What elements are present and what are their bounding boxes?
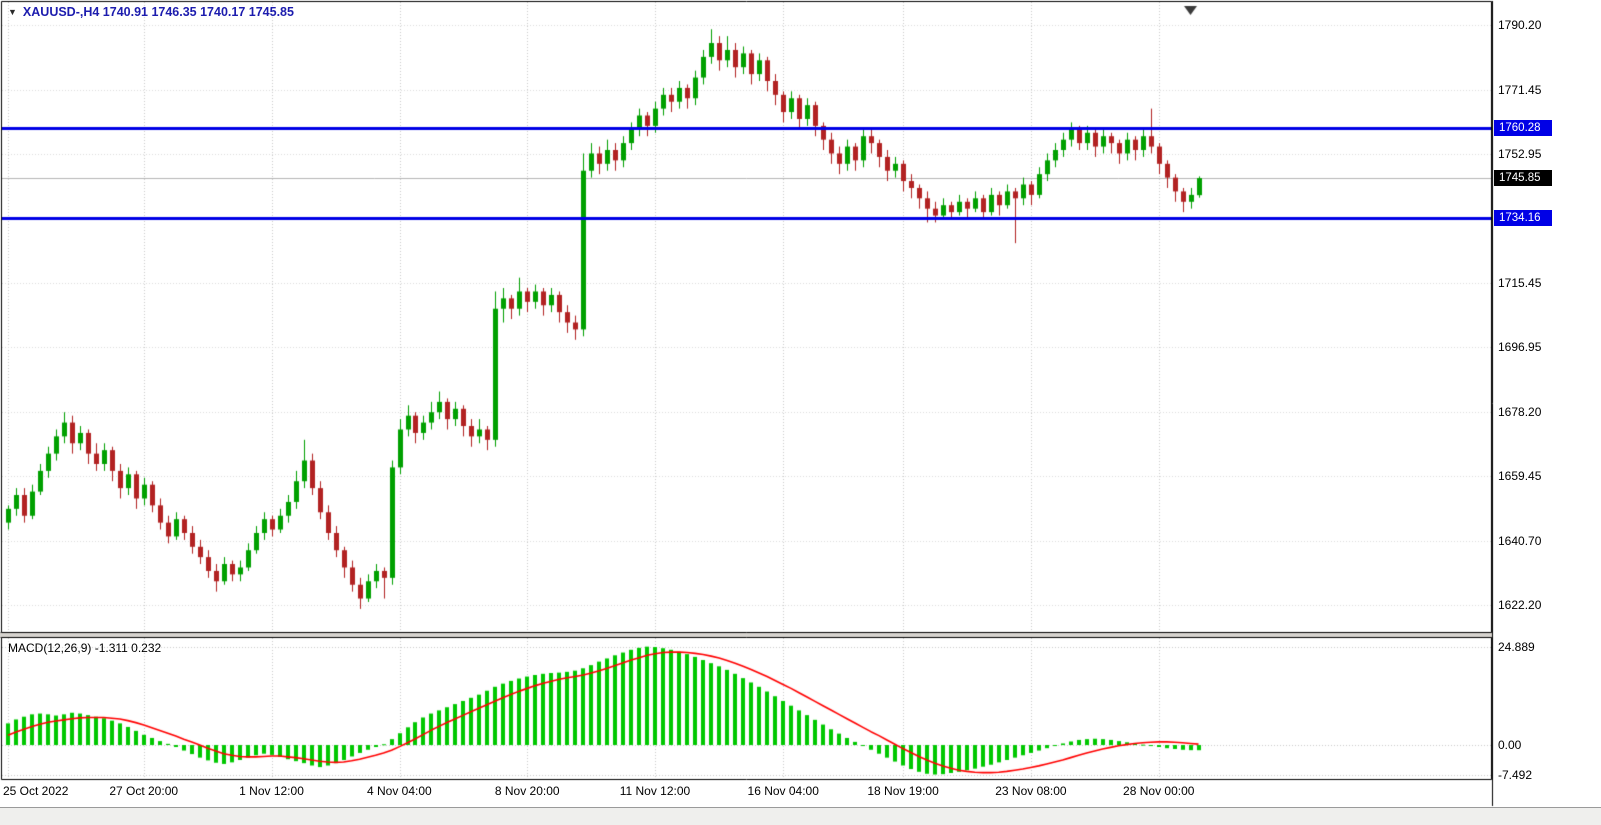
time-axis-label: 16 Nov 04:00 <box>747 784 819 798</box>
price-axis-label: 1771.45 <box>1498 82 1542 97</box>
price-axis-label: 1752.95 <box>1498 146 1542 161</box>
time-axis[interactable]: 25 Oct 2022 27 Oct 20:00 1 Nov 12:00 4 Nov … <box>0 781 1492 805</box>
time-axis-label: 27 Oct 20:00 <box>109 784 179 798</box>
time-axis-label: 28 Nov 00:00 <box>1123 784 1195 798</box>
price-axis-label: 1622.20 <box>1498 597 1542 612</box>
symbol-dropdown-icon[interactable]: ▼ <box>8 7 17 17</box>
resistance-level-price-tag: 1760.28 <box>1494 120 1552 137</box>
time-axis-label: 23 Nov 08:00 <box>995 784 1067 798</box>
time-axis-label: 1 Nov 12:00 <box>239 784 304 798</box>
time-axis-label: 18 Nov 19:00 <box>867 784 939 798</box>
window-bottom-strip <box>0 807 1601 825</box>
price-axis-label: 1678.20 <box>1498 404 1542 419</box>
price-axis-label: 1696.95 <box>1498 339 1542 354</box>
time-axis-label: 8 Nov 20:00 <box>494 784 560 798</box>
current-price-tag: 1745.85 <box>1494 170 1552 187</box>
macd-axis-label: -7.492 <box>1498 767 1533 782</box>
macd-axis-label: 24.889 <box>1498 640 1535 655</box>
price-axis-label: 1659.45 <box>1498 469 1542 484</box>
price-axis-label: 1640.70 <box>1498 533 1542 548</box>
chart-title: ▼ XAUUSD-,H4 1740.91 1746.35 1740.17 174… <box>8 5 294 19</box>
time-axis-label: 25 Oct 2022 <box>3 784 69 798</box>
support-level-price-tag: 1734.16 <box>1494 210 1552 227</box>
time-axis-label: 4 Nov 04:00 <box>367 784 432 798</box>
price-axis[interactable]: 1760.28 1745.85 1734.16 1790.20 1771.45 17… <box>1492 0 1601 807</box>
price-axis-label: 1715.45 <box>1498 276 1542 291</box>
macd-indicator-label: MACD(12,26,9) -1.311 0.232 <box>8 641 162 655</box>
time-axis-label: 11 Nov 12:00 <box>619 784 691 798</box>
macd-axis-label: 0.00 <box>1498 738 1522 753</box>
price-axis-label: 1790.20 <box>1498 18 1542 33</box>
symbol-ohlc-readout: XAUUSD-,H4 1740.91 1746.35 1740.17 1745.… <box>22 5 294 19</box>
